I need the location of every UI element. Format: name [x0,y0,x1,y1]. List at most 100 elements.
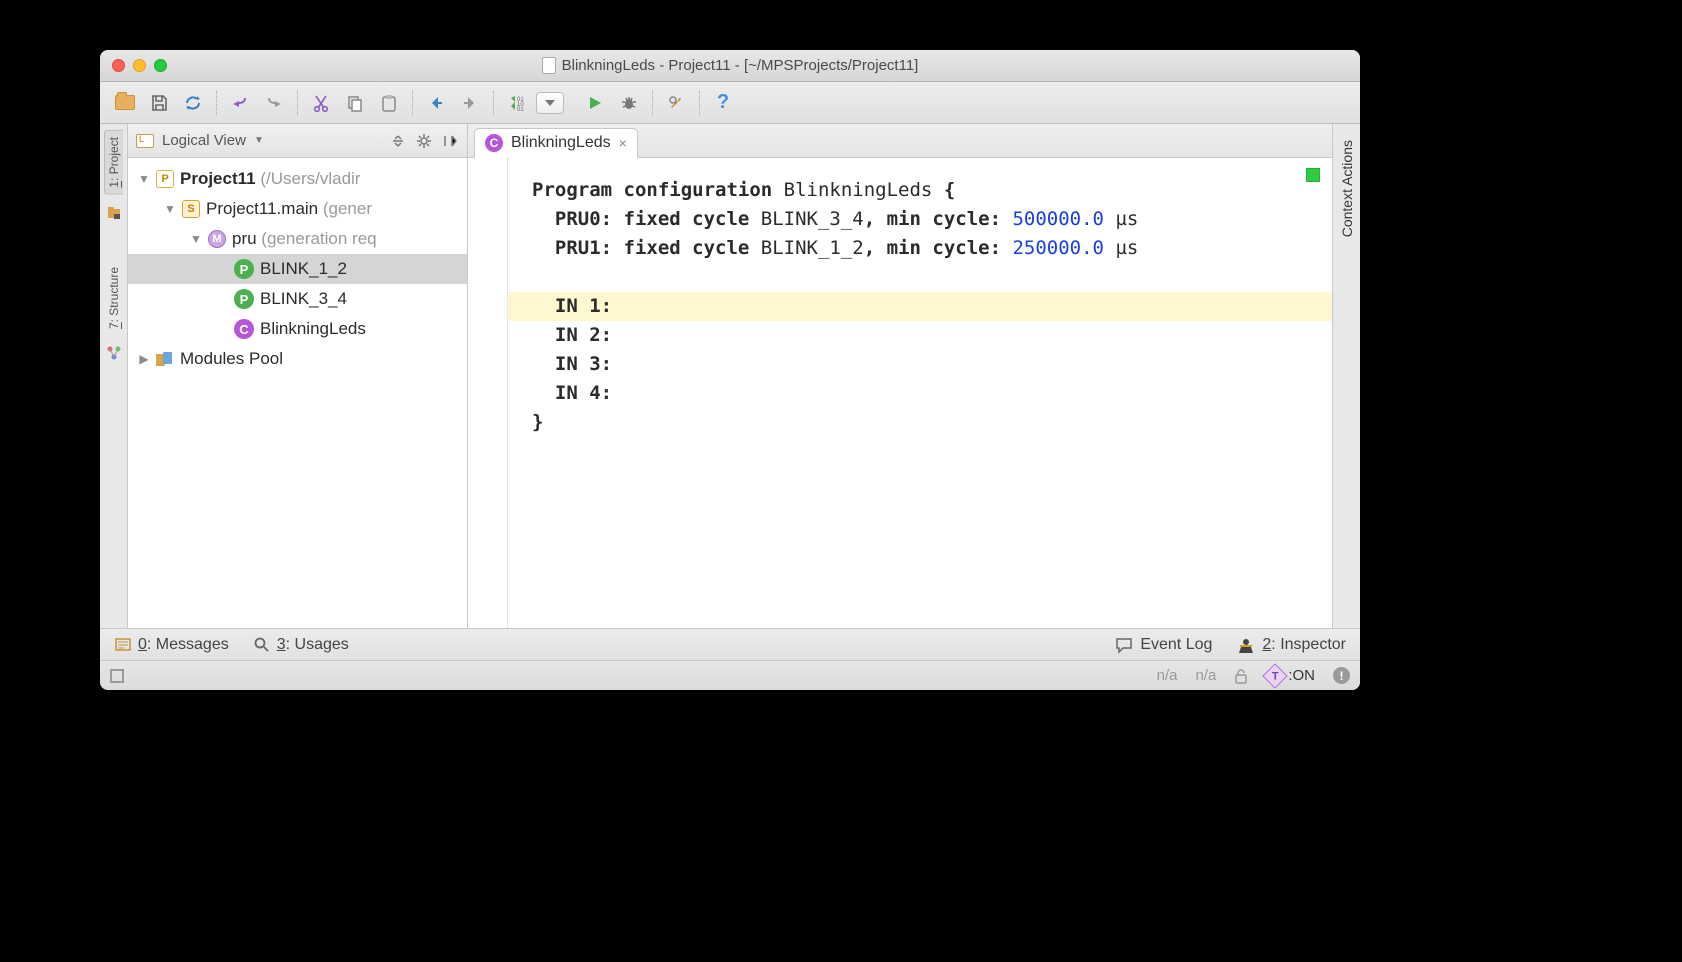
context-actions-tab[interactable]: Context Actions [1337,134,1357,243]
hide-icon[interactable] [441,132,459,150]
code-line: IN 4: [508,379,1332,408]
code-line: Program configuration BlinkningLeds { [508,176,1332,205]
tree-label: BLINK_1_2 [260,259,347,279]
toolbar-separator [699,91,700,115]
project-tree: ▼PProject11 (/Users/vladir▼SProject11.ma… [128,158,467,628]
t-badge-icon: T [1263,663,1288,688]
left-tool-rail: 1: Project 7: Structure [100,124,128,628]
modules-icon [156,352,174,366]
redo-icon [264,93,284,113]
binary-preset-button[interactable]: 011001 [502,88,532,118]
tree-twisty[interactable]: ▼ [138,172,150,186]
editor-tab-label: BlinkningLeds [511,134,611,152]
help-button[interactable]: ? [708,88,738,118]
ide-window: BlinkningLeds - Project11 - [~/MPSProjec… [100,50,1360,690]
structure-icon [106,345,122,361]
logical-view-icon [136,134,154,148]
window-title-text: BlinkningLeds - Project11 - [~/MPSProjec… [562,57,919,74]
code-line: IN 2: [508,321,1332,350]
close-tab-icon[interactable]: × [619,135,627,151]
analysis-status-indicator [1306,168,1320,182]
toolbar-separator [493,91,494,115]
redo-button[interactable] [259,88,289,118]
tree-label: pru (generation req [232,229,377,249]
solution-icon: S [182,200,200,218]
tree-row[interactable]: ▼PProject11 (/Users/vladir [128,164,467,194]
view-mode-label[interactable]: Logical View [162,132,246,149]
speech-icon [1114,636,1134,654]
status-na2: n/a [1195,667,1216,684]
zoom-window-button[interactable] [154,59,167,72]
binary-icon: 011001 [507,93,527,113]
collapse-icon[interactable] [389,132,407,150]
tree-row[interactable]: ▼ S Project11.main (gener [128,194,467,224]
run-button[interactable] [580,88,610,118]
gear-icon[interactable] [415,132,433,150]
save-icon [150,94,168,112]
tree-row[interactable]: ▼Mpru (generation req [128,224,467,254]
close-window-button[interactable] [112,59,125,72]
notifications-icon[interactable]: ! [1333,667,1350,684]
chevron-down-icon[interactable]: ▼ [254,135,264,146]
folder-icon [115,95,135,110]
tree-row[interactable]: ▶ Modules Pool [128,344,467,374]
code-area[interactable]: Program configuration BlinkningLeds { PR… [508,158,1332,628]
copy-button[interactable] [340,88,370,118]
project-tool-tab[interactable]: 1: Project [104,130,123,195]
help-icon: ? [717,91,729,114]
structure-tool-tab[interactable]: 7: Structure [105,261,123,335]
toolbar-separator [216,91,217,115]
tree-twisty[interactable]: ▼ [164,202,176,216]
document-icon [542,57,556,74]
code-line: IN 3: [508,350,1332,379]
editor-tab[interactable]: C BlinkningLeds × [474,128,638,158]
nav-back-button[interactable] [421,88,451,118]
event-log-button[interactable]: Event Log [1114,636,1212,654]
settings-button[interactable] [661,88,691,118]
paste-icon [380,94,398,112]
code-line: } [508,408,1332,437]
code-line [508,263,1332,292]
run-config-dropdown[interactable] [536,92,564,114]
inspector-tool-button[interactable]: 2: Inspector [1236,636,1346,654]
editor-gutter [468,158,508,628]
usages-tool-button[interactable]: 3: Usages [253,636,349,654]
paste-button[interactable] [374,88,404,118]
status-square-icon[interactable] [110,669,124,683]
arrow-right-icon [461,94,479,112]
minimize-window-button[interactable] [133,59,146,72]
undo-button[interactable] [225,88,255,118]
t-indicator[interactable]: T :ON [1266,667,1315,685]
window-title: BlinkningLeds - Project11 - [~/MPSProjec… [100,57,1360,74]
cut-button[interactable] [306,88,336,118]
lock-icon[interactable] [1234,668,1248,684]
window-controls [100,59,167,72]
editor-body[interactable]: Program configuration BlinkningLeds { PR… [468,158,1332,628]
arrow-left-icon [427,94,445,112]
tree-label: Modules Pool [180,349,283,369]
sync-button[interactable] [178,88,208,118]
save-button[interactable] [144,88,174,118]
project-icon: P [156,170,174,188]
code-line: PRU1: fixed cycle BLINK_1_2, min cycle: … [508,234,1332,263]
tree-twisty[interactable]: ▶ [138,352,150,366]
tree-twisty[interactable]: ▼ [190,232,202,246]
messages-tool-button[interactable]: 0: Messages [114,636,229,654]
svg-text:01: 01 [517,107,524,113]
bottom-tool-strip: 0: Messages 3: Usages Event Log 2: Inspe… [100,628,1360,660]
rail-icon [106,205,122,221]
open-button[interactable] [110,88,140,118]
ide-body: 1: Project 7: Structure Logical View ▼ [100,124,1360,628]
tree-row[interactable]: PBLINK_3_4 [128,284,467,314]
debug-button[interactable] [614,88,644,118]
tree-label: Project11.main (gener [206,199,372,219]
nav-forward-button[interactable] [455,88,485,118]
code-line: PRU0: fixed cycle BLINK_3_4, min cycle: … [508,205,1332,234]
tree-row[interactable]: PBLINK_1_2 [128,254,467,284]
bug-icon [620,94,638,112]
tree-row[interactable]: CBlinkningLeds [128,314,467,344]
sync-icon [183,93,203,113]
editor-tabs: C BlinkningLeds × [468,124,1332,158]
main-toolbar: 011001 ? [100,82,1360,124]
search-icon [253,636,271,654]
